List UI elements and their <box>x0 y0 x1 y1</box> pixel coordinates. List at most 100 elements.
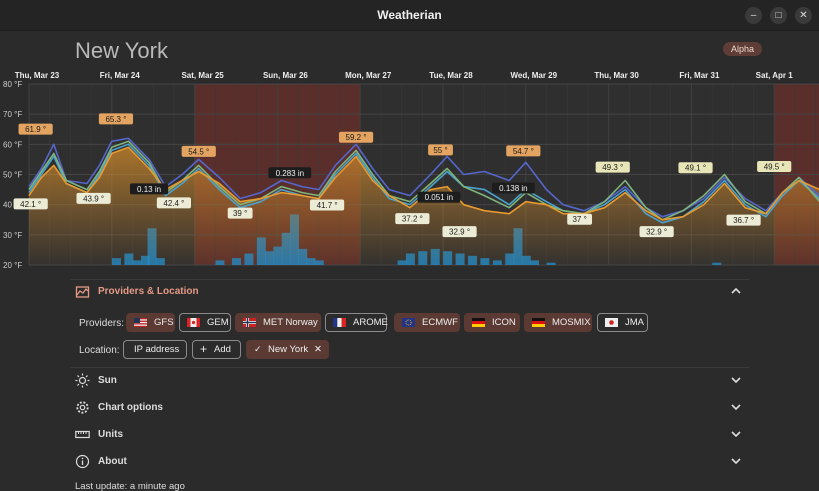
temperature-label-box <box>726 214 761 226</box>
temperature-label: 49.1 ° <box>678 162 713 174</box>
city-title: New York <box>75 38 168 63</box>
info-icon <box>75 454 90 469</box>
chevron-down-icon[interactable] <box>730 455 742 467</box>
chevron-up-icon[interactable] <box>730 285 742 297</box>
temperature-label-box <box>98 113 134 125</box>
precip-label-text: 0.283 in <box>276 169 304 178</box>
chevron-down-icon[interactable] <box>730 374 742 386</box>
x-tick-label: Sat, Apr 1 <box>756 71 794 80</box>
temperature-label: 54.7 ° <box>506 145 541 157</box>
provider-name: MOSMIX <box>552 317 591 328</box>
temperature-label-text: 39 ° <box>233 209 247 218</box>
y-tick-label: 30 °F <box>3 231 22 240</box>
temperature-label: 55 ° <box>428 144 453 156</box>
temperature-label-text: 54.5 ° <box>188 147 209 156</box>
precip-label: 0.283 in <box>268 167 312 179</box>
temperature-label: 42.1 ° <box>13 198 48 210</box>
gear-icon <box>76 401 89 414</box>
temperature-label: 42.4 ° <box>156 197 191 209</box>
sun-section-header[interactable]: Sun <box>70 370 749 394</box>
title-bar: Weatherian – □ ✕ <box>0 0 819 31</box>
chevron-down-icon[interactable] <box>730 401 742 413</box>
provider-name: GFS <box>154 317 174 328</box>
france-flag-icon <box>333 318 346 327</box>
temperature-label-box <box>227 207 253 219</box>
location-label: Location: <box>79 345 120 356</box>
temperature-label-box <box>678 162 713 174</box>
about-section-header[interactable]: About <box>70 451 749 475</box>
temperature-label: 59.2 ° <box>338 131 374 143</box>
remove-location-icon[interactable]: ✕ <box>314 344 322 355</box>
location-name: New York <box>268 344 309 355</box>
x-tick-label: Wed, Mar 29 <box>511 71 558 80</box>
providers-location-header[interactable]: Providers & Location <box>70 281 749 305</box>
window-title: Weatherian <box>377 8 442 22</box>
provider-mosmix[interactable]: MOSMIX <box>524 313 592 332</box>
provider-name: MET Norway <box>263 317 318 328</box>
temperature-label: 43.9 ° <box>76 192 111 204</box>
temperature-label-box <box>18 123 53 135</box>
minimize-button[interactable]: – <box>745 7 762 24</box>
temperature-label: 32.9 ° <box>639 226 674 238</box>
precip-label-text: 0.138 in <box>499 184 527 193</box>
about-title: About <box>98 456 127 467</box>
chart-icon <box>75 286 90 298</box>
chart-options-title: Chart options <box>98 402 163 413</box>
divider <box>70 367 749 368</box>
temperature-label-text: 55 ° <box>433 146 447 155</box>
providers-location-title: Providers & Location <box>98 286 199 297</box>
x-tick-label: Sun, Mar 26 <box>263 71 308 80</box>
temperature-line <box>28 140 819 221</box>
provider-ecmwf[interactable]: ECMWF <box>394 313 460 332</box>
provider-icon[interactable]: ICON <box>464 313 520 332</box>
alpha-badge: Alpha <box>723 42 762 56</box>
last-update-text: Last update: a minute ago <box>75 481 185 491</box>
y-tick-label: 70 °F <box>3 110 22 119</box>
provider-gem[interactable]: GEM <box>179 313 231 332</box>
temperature-label: 36.7 ° <box>726 214 761 226</box>
temperature-label: 49.5 ° <box>757 161 792 173</box>
maximize-button[interactable]: □ <box>770 7 787 24</box>
norway-flag-icon <box>243 318 256 327</box>
precip-label-text: 0.13 in <box>137 185 161 194</box>
temperature-label-text: 37.2 ° <box>402 215 423 224</box>
forecast-chart: Thu, Mar 23 Fri, Mar 24 Sat, Mar 25 Sun, Ma… <box>3 71 819 270</box>
ip-address-button[interactable]: IP address <box>123 340 187 359</box>
provider-name: ECMWF <box>422 317 458 328</box>
chart-options-section-header[interactable]: Chart options <box>70 397 749 421</box>
provider-gfs[interactable]: GFS <box>126 313 175 332</box>
precip-label: 0.13 in <box>129 183 169 195</box>
add-location-button[interactable]: + Add <box>192 340 241 359</box>
temperature-label-text: 59.2 ° <box>346 133 367 142</box>
temperature-label-box <box>338 131 374 143</box>
precip-label-box <box>129 183 169 195</box>
check-icon: ✓ <box>254 344 262 354</box>
provider-jma[interactable]: JMA <box>597 313 648 332</box>
settings-panel: Providers & Location Providers: GFS GEM … <box>70 279 749 491</box>
y-tick-label: 80 °F <box>3 80 22 89</box>
temperature-label-text: 54.7 ° <box>513 147 534 156</box>
temperature-label-text: 65.3 ° <box>105 115 126 124</box>
x-tick-label: Sat, Mar 25 <box>181 71 224 80</box>
temperature-label-box <box>428 144 453 156</box>
divider <box>70 279 749 280</box>
chevron-down-icon[interactable] <box>730 428 742 440</box>
provider-met-norway[interactable]: MET Norway <box>235 313 321 332</box>
temperature-label-text: 42.1 ° <box>20 200 41 209</box>
temperature-label-text: 61.9 ° <box>25 125 46 134</box>
temperature-label-text: 32.9 ° <box>449 228 470 237</box>
precip-label: 0.138 in <box>491 182 535 194</box>
temperature-label: 65.3 ° <box>98 113 134 125</box>
units-section-header[interactable]: Units <box>70 424 749 448</box>
temperature-label-box <box>567 213 593 225</box>
germany-flag-icon <box>472 318 485 327</box>
temperature-label-text: 43.9 ° <box>83 194 104 203</box>
provider-arome[interactable]: AROME <box>325 313 388 332</box>
close-button[interactable]: ✕ <box>795 7 812 24</box>
precip-label: 0.051 in <box>417 191 461 203</box>
ip-address-label: IP address <box>134 344 180 355</box>
location-chip-new-york[interactable]: ✓ New York ✕ <box>246 340 329 359</box>
temperature-label-text: 41.7 ° <box>317 201 338 210</box>
add-label: Add <box>214 344 231 355</box>
temperature-label-box <box>156 197 191 209</box>
